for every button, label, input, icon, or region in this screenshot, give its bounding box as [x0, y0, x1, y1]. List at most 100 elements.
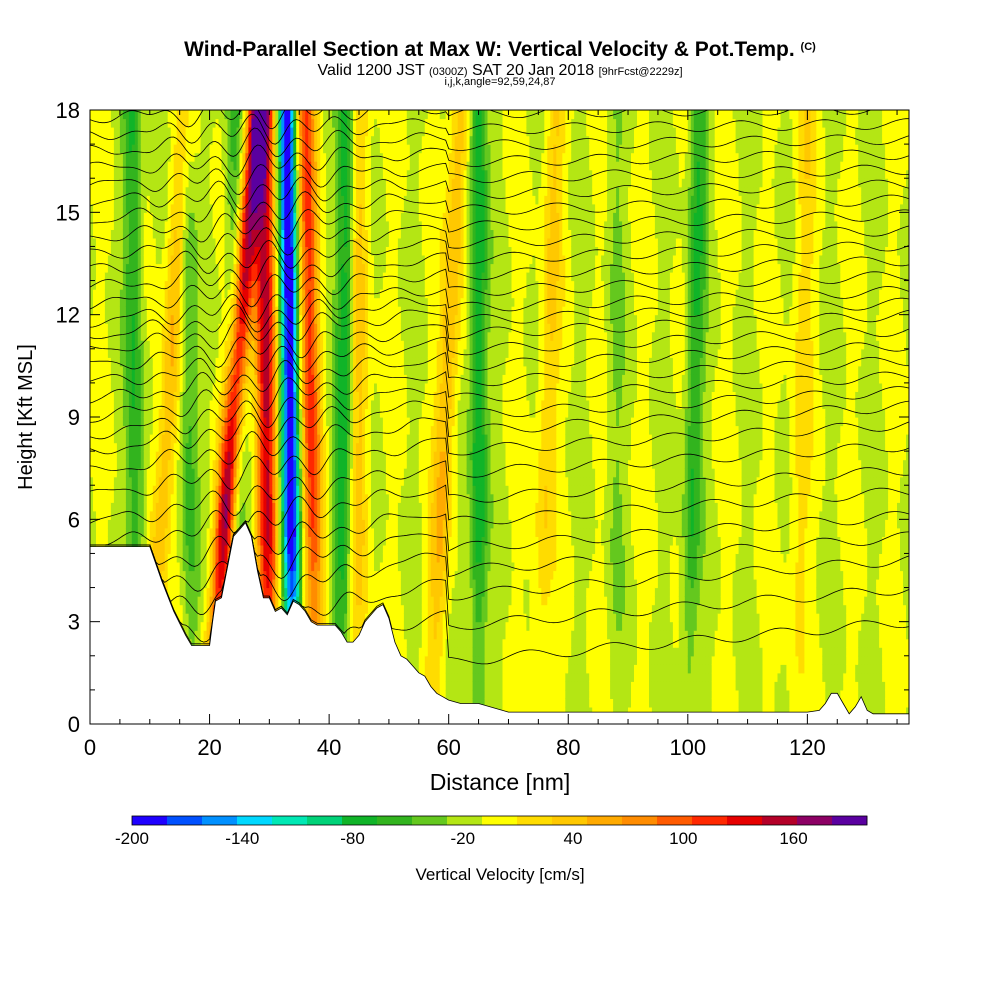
velocity-cell [170, 297, 175, 307]
velocity-cell [167, 255, 172, 265]
velocity-cell [110, 365, 115, 375]
velocity-cell [254, 195, 258, 205]
velocity-cell [131, 459, 136, 469]
velocity-cell [200, 570, 205, 580]
velocity-cell [143, 135, 148, 145]
velocity-cell [251, 118, 255, 128]
velocity-cell [236, 195, 241, 205]
velocity-cell [290, 544, 294, 554]
velocity-cell [281, 374, 285, 384]
velocity-cell [119, 195, 124, 205]
velocity-cell [224, 425, 229, 435]
velocity-cell [281, 425, 285, 435]
velocity-cell [263, 289, 267, 299]
velocity-cell [119, 212, 124, 222]
velocity-cell [122, 476, 127, 486]
velocity-cell [269, 263, 273, 273]
velocity-cell [188, 229, 193, 239]
velocity-cell [290, 562, 294, 572]
velocity-cell [215, 502, 220, 512]
velocity-cell [245, 289, 249, 299]
velocity-cell [248, 280, 252, 290]
velocity-cell [290, 246, 294, 256]
velocity-cell [293, 212, 297, 222]
velocity-cell [191, 562, 196, 572]
velocity-cell [143, 203, 148, 213]
velocity-cell [266, 135, 270, 145]
velocity-cell [218, 127, 223, 137]
velocity-cell [269, 110, 273, 120]
velocity-cell [107, 502, 112, 512]
velocity-cell [245, 510, 249, 520]
velocity-cell [269, 195, 273, 205]
velocity-cell [173, 570, 178, 580]
velocity-cell [203, 527, 208, 537]
velocity-cell [96, 451, 100, 461]
velocity-cell [185, 169, 190, 179]
velocity-cell [239, 348, 244, 358]
velocity-cell [290, 553, 294, 563]
velocity-cell [290, 127, 294, 137]
velocity-cell [146, 510, 151, 520]
velocity-cell [140, 527, 145, 537]
velocity-cell [119, 186, 124, 196]
velocity-cell [140, 118, 145, 128]
velocity-cell [182, 621, 187, 631]
velocity-cell [96, 237, 100, 247]
velocity-cell [137, 493, 142, 503]
velocity-cell [143, 297, 148, 307]
velocity-cell [221, 391, 226, 401]
velocity-cell [212, 502, 217, 512]
velocity-cell [209, 510, 214, 520]
velocity-cell [170, 596, 175, 606]
velocity-cell [104, 169, 109, 179]
velocity-cell [140, 348, 145, 358]
velocity-cell [278, 510, 282, 520]
velocity-cell [170, 357, 175, 367]
velocity-cell [266, 220, 270, 230]
velocity-cell [203, 306, 208, 316]
velocity-cell [143, 417, 148, 427]
velocity-cell [191, 195, 196, 205]
velocity-cell [227, 485, 232, 495]
velocity-cell [263, 212, 267, 222]
velocity-cell [143, 314, 148, 324]
velocity-cell [242, 203, 246, 213]
velocity-cell [119, 255, 124, 265]
velocity-cell [278, 596, 282, 606]
velocity-cell [200, 374, 205, 384]
velocity-cell [170, 485, 175, 495]
velocity-cell [200, 280, 205, 290]
velocity-cell [146, 357, 151, 367]
velocity-cell [245, 451, 249, 461]
velocity-cell [278, 178, 282, 188]
velocity-cell [93, 272, 97, 282]
velocity-cell [260, 519, 264, 529]
velocity-cell [182, 169, 187, 179]
velocity-cell [140, 519, 145, 529]
velocity-cell [254, 451, 258, 461]
velocity-cell [227, 536, 232, 546]
velocity-cell [278, 110, 282, 120]
velocity-cell [281, 340, 285, 350]
velocity-cell [200, 212, 205, 222]
velocity-cell [143, 340, 148, 350]
velocity-cell [188, 621, 193, 631]
velocity-cell [203, 638, 208, 648]
velocity-cell [149, 152, 154, 162]
velocity-cell [275, 604, 279, 614]
velocity-cell [224, 178, 229, 188]
velocity-cell [266, 331, 270, 341]
velocity-cell [182, 570, 187, 580]
velocity-cell [239, 169, 244, 179]
velocity-cell [230, 203, 235, 213]
velocity-cell [182, 280, 187, 290]
velocity-cell [164, 519, 169, 529]
velocity-cell [161, 289, 166, 299]
velocity-cell [185, 246, 190, 256]
velocity-cell [137, 382, 142, 392]
velocity-cell [152, 434, 157, 444]
velocity-cell [128, 161, 133, 171]
velocity-cell [102, 297, 106, 307]
velocity-cell [93, 408, 97, 418]
